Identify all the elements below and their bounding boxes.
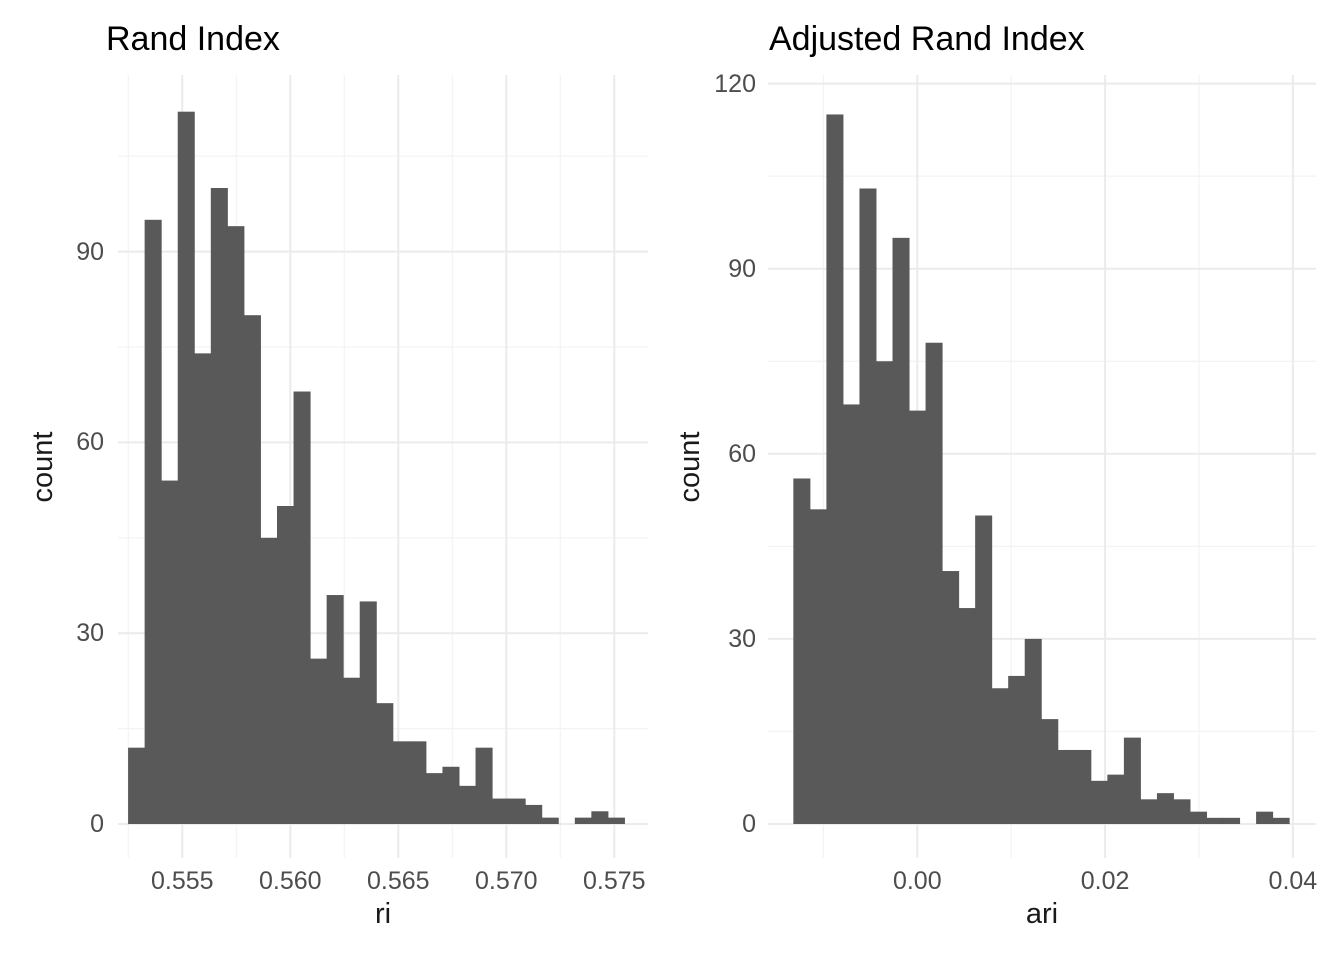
x-tick-label-ari: 0.00 bbox=[892, 867, 942, 895]
histogram-bar-ari bbox=[958, 608, 976, 824]
histogram-bar-ri bbox=[260, 537, 278, 824]
histogram-bar-ri bbox=[492, 798, 510, 824]
histogram-bar-ari bbox=[1156, 793, 1174, 824]
x-axis-title-ri: ri bbox=[374, 898, 392, 930]
histogram-bar-ari bbox=[1123, 737, 1141, 824]
histogram-bar-ari bbox=[1189, 811, 1208, 824]
histogram-bar-ri bbox=[194, 353, 212, 824]
x-tick-label-ri: 0.575 bbox=[583, 867, 646, 895]
histogram-bar-ri bbox=[525, 804, 543, 824]
histogram-bar-ari bbox=[1090, 780, 1108, 824]
y-tick-label-ari: 0 bbox=[742, 810, 756, 838]
x-tick-label-ri: 0.570 bbox=[475, 867, 538, 895]
histogram-bar-ari bbox=[1256, 811, 1274, 824]
histogram-bar-ri bbox=[359, 601, 377, 824]
histogram-bar-ri bbox=[574, 817, 592, 824]
histogram-bar-ari bbox=[1024, 638, 1042, 824]
histogram-bar-ari bbox=[1074, 749, 1092, 824]
x-tick-label-ri: 0.565 bbox=[367, 867, 430, 895]
histogram-bar-ri bbox=[177, 111, 195, 825]
y-tick-label-ari: 30 bbox=[728, 624, 756, 653]
histogram-bar-ari bbox=[1041, 719, 1059, 824]
histogram-bar-ri bbox=[310, 658, 328, 824]
histogram-bar-ri bbox=[276, 506, 295, 824]
histogram-bar-ari bbox=[1272, 817, 1290, 824]
histogram-bar-ri bbox=[161, 480, 179, 824]
y-tick-label-ri: 60 bbox=[76, 428, 104, 457]
histogram-bar-ri bbox=[425, 773, 443, 824]
histogram-bar-ri bbox=[591, 811, 609, 824]
y-tick-label-ari: 60 bbox=[728, 439, 756, 468]
histogram-bar-ari bbox=[909, 410, 927, 824]
x-tick-label-ri: 0.560 bbox=[259, 867, 322, 895]
histogram-bar-ri bbox=[343, 677, 361, 824]
y-tick-label-ari: 90 bbox=[728, 254, 756, 283]
histogram-bar-ari bbox=[875, 361, 894, 824]
histogram-bar-ari bbox=[842, 404, 860, 824]
histogram-bar-ari bbox=[975, 515, 993, 824]
histogram-bar-ari bbox=[1223, 817, 1241, 824]
x-tick-label-ri: 0.555 bbox=[151, 867, 214, 895]
histogram-bar-ari bbox=[1107, 774, 1125, 824]
x-tick-label-ari: 0.02 bbox=[1080, 867, 1130, 895]
histogram-bar-ri bbox=[508, 798, 526, 824]
histogram-bar-ri bbox=[607, 817, 625, 824]
histogram-bar-ari bbox=[925, 342, 943, 824]
x-axis-title-ari: ari bbox=[1025, 898, 1059, 930]
histogram-bar-ri bbox=[376, 703, 394, 824]
y-tick-label-ri: 30 bbox=[76, 619, 104, 648]
histogram-bar-ri bbox=[243, 315, 261, 824]
histogram-bar-ari bbox=[1173, 799, 1191, 824]
histogram-bar-ari bbox=[892, 237, 910, 825]
histogram-bar-ri bbox=[210, 188, 228, 824]
histogram-bar-ri bbox=[475, 747, 493, 824]
histogram-bar-ari bbox=[793, 478, 811, 824]
histogram-bar-ari bbox=[1206, 817, 1224, 824]
histogram-bar-ri bbox=[128, 747, 146, 824]
histogram-bar-ari bbox=[859, 188, 877, 825]
histogram-bar-ri bbox=[442, 766, 460, 824]
histogram-bar-ari bbox=[809, 509, 827, 824]
histogram-bar-ri bbox=[458, 785, 477, 824]
plot-title-adjusted-rand-index: Adjusted Rand Index bbox=[769, 20, 1085, 58]
y-tick-label-ri: 90 bbox=[76, 237, 104, 266]
histogram-bar-ri bbox=[227, 226, 245, 824]
x-tick-label-ari: 0.04 bbox=[1268, 867, 1318, 895]
histogram-bar-ari bbox=[1057, 749, 1075, 824]
y-axis-title-count-left: count bbox=[27, 431, 59, 503]
histogram-bar-ri bbox=[293, 391, 311, 824]
histogram-bar-ri bbox=[326, 595, 344, 824]
histogram-bar-ari bbox=[942, 571, 960, 824]
histogram-bar-ari bbox=[826, 114, 844, 824]
histogram-bar-ari bbox=[1008, 675, 1026, 824]
histogram-bar-ri bbox=[541, 817, 559, 824]
plot-title-rand-index: Rand Index bbox=[106, 20, 280, 58]
histogram-bar-ari bbox=[991, 688, 1009, 824]
histogram-bar-ri bbox=[144, 219, 162, 825]
histogram-bar-ari bbox=[1140, 799, 1158, 824]
y-tick-label-ari: 120 bbox=[714, 69, 756, 98]
histogram-bar-ri bbox=[409, 741, 427, 824]
y-tick-label-ri: 0 bbox=[90, 810, 104, 838]
histogram-bar-ri bbox=[392, 741, 410, 824]
